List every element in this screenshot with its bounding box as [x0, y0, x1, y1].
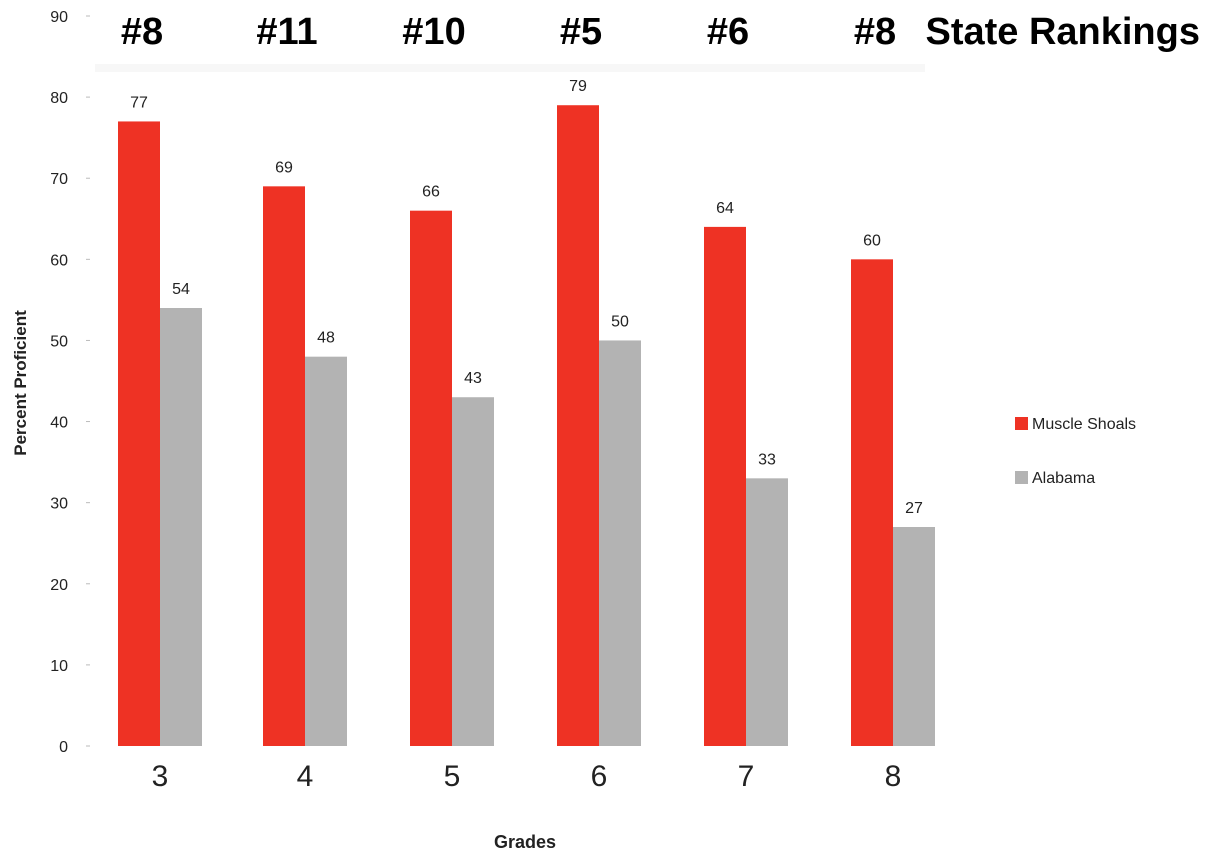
bar-muscle-shoals — [557, 105, 599, 746]
bar-value-label: 33 — [758, 451, 776, 468]
x-tick-label: 7 — [738, 760, 755, 793]
y-tick-label: 60 — [50, 252, 68, 269]
bar-labels: 77 69 66 79 64 60 54 48 43 50 33 27 — [130, 78, 923, 517]
legend-swatch — [1015, 471, 1028, 484]
legend-swatch — [1015, 417, 1028, 430]
x-axis: 3 4 5 6 7 8 — [152, 760, 902, 793]
bar-alabama — [452, 397, 494, 746]
bar-alabama — [746, 478, 788, 746]
bar-value-label: 64 — [716, 200, 734, 217]
legend-label: Alabama — [1032, 470, 1095, 487]
bar-alabama — [893, 527, 935, 746]
state-ranking-label: #5 — [560, 11, 602, 53]
state-ranking-label: #8 — [854, 11, 896, 53]
bar-muscle-shoals — [851, 259, 893, 746]
bar-value-label: 48 — [317, 330, 335, 347]
bar-muscle-shoals — [410, 210, 452, 746]
bar-value-label: 27 — [905, 500, 923, 517]
legend-label: Muscle Shoals — [1032, 416, 1136, 433]
x-tick-label: 4 — [297, 760, 314, 793]
state-rankings-title: State Rankings — [925, 11, 1200, 53]
bar-value-label: 54 — [172, 281, 190, 298]
bar-value-label: 69 — [275, 159, 293, 176]
state-rankings: #8 #11 #10 #5 #6 #8 State Rankings — [121, 11, 1200, 53]
bar-value-label: 60 — [863, 232, 881, 249]
bar-alabama — [160, 308, 202, 746]
y-axis: 0 10 20 30 40 50 60 70 80 90 — [50, 9, 90, 756]
y-tick-label: 10 — [50, 658, 68, 675]
y-tick-label: 20 — [50, 577, 68, 594]
state-ranking-label: #10 — [402, 11, 465, 53]
bar-value-label: 66 — [422, 184, 440, 201]
bar-value-label: 79 — [569, 78, 587, 95]
bar-muscle-shoals — [118, 121, 160, 746]
bar-value-label: 50 — [611, 313, 629, 330]
x-tick-label: 5 — [444, 760, 461, 793]
y-tick-label: 30 — [50, 496, 68, 513]
state-ranking-label: #8 — [121, 11, 163, 53]
state-ranking-label: #11 — [256, 11, 317, 53]
y-tick-label: 50 — [50, 333, 68, 350]
state-ranking-label: #6 — [707, 11, 749, 53]
x-axis-title: Grades — [494, 832, 556, 852]
bar-muscle-shoals — [704, 226, 746, 746]
y-tick-label: 90 — [50, 9, 68, 26]
y-tick-label: 0 — [59, 739, 68, 756]
bar-value-label: 43 — [464, 370, 482, 387]
x-tick-label: 3 — [152, 760, 169, 793]
bar-value-label: 77 — [130, 94, 148, 111]
bar-alabama — [599, 340, 641, 746]
y-tick-label: 70 — [50, 171, 68, 188]
x-tick-label: 8 — [885, 760, 902, 793]
y-tick-label: 80 — [50, 90, 68, 107]
rankings-band — [95, 64, 925, 72]
bar-alabama — [305, 356, 347, 746]
x-tick-label: 6 — [591, 760, 608, 793]
y-tick-label: 40 — [50, 415, 68, 432]
y-axis-title: Percent Proficient — [11, 310, 30, 456]
legend: Muscle Shoals Alabama — [1015, 416, 1136, 487]
bar-muscle-shoals — [263, 186, 305, 747]
bars — [118, 105, 935, 747]
